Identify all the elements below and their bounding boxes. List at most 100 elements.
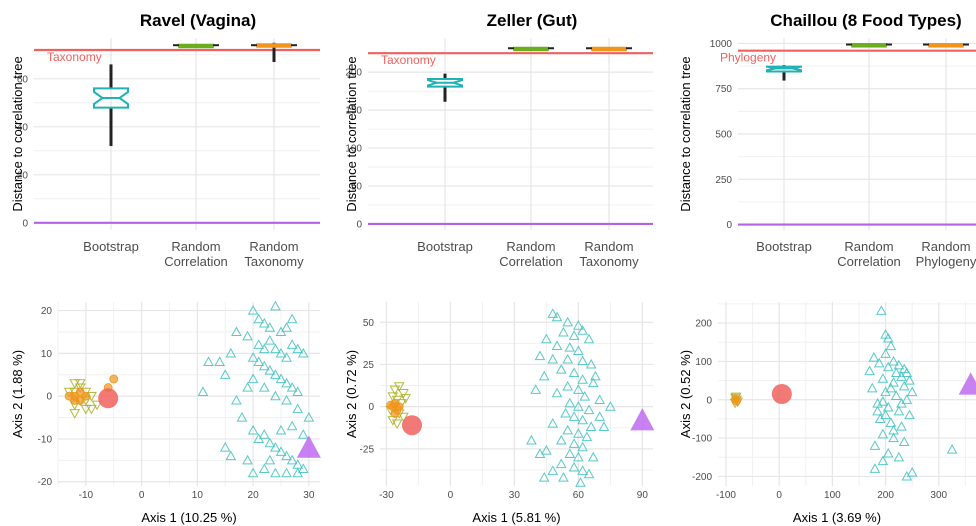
scatter-point-triangle bbox=[896, 371, 907, 381]
scatter-point-triangle bbox=[562, 353, 574, 364]
scatter-point-triangle bbox=[568, 461, 580, 472]
scatter-point-triangle bbox=[579, 391, 591, 401]
box-body bbox=[427, 77, 463, 88]
scatter-point-triangle bbox=[551, 311, 563, 322]
scatter-point-triangle bbox=[231, 394, 242, 405]
scatter-panel-1: -10 0 10 20 30 -20 -10 0 10 20 Axis 1 (10.25 %) Axi… bbox=[10, 300, 321, 525]
scatter-point-circle bbox=[732, 396, 742, 406]
box-body bbox=[851, 43, 887, 48]
scatter-point-triangle bbox=[225, 450, 237, 461]
scatter-point-circle bbox=[394, 402, 404, 412]
x-category-label: Correlation bbox=[499, 254, 563, 269]
scatter-point-triangle bbox=[258, 382, 270, 392]
scatter-point-triangle bbox=[281, 467, 292, 478]
chart-title: Chaillou (8 Food Types) bbox=[770, 11, 961, 30]
scatter-panel-2: -30 0 30 60 90 -25 0 25 50 Axis 1 (5.81 %) Axis 2 … bbox=[344, 302, 655, 525]
scatter-point-triangle bbox=[577, 441, 588, 452]
scatter-point-triangle bbox=[893, 451, 905, 462]
scatter-point-triangle bbox=[258, 360, 270, 371]
scatter-point-triangle bbox=[577, 325, 588, 335]
scatter-point-triangle bbox=[264, 437, 276, 448]
scatter-point-triangle bbox=[885, 340, 897, 351]
scatter-point-triangle bbox=[885, 382, 897, 393]
scatter-point-triangle bbox=[275, 347, 287, 358]
scatter-point-triangle bbox=[560, 407, 571, 418]
scatter-point-triangle bbox=[898, 436, 910, 447]
scatter-point-triangle bbox=[281, 322, 292, 332]
scatter-point-triangle bbox=[880, 348, 891, 358]
y-tick-label: 100 bbox=[345, 144, 362, 155]
scatter-point-down-triangle bbox=[387, 392, 399, 403]
scatter-point-triangle bbox=[538, 472, 550, 482]
scatter-point-triangle bbox=[877, 455, 889, 466]
x-tick-label: 10 bbox=[192, 490, 204, 501]
scatter-point-triangle bbox=[896, 398, 907, 408]
scatter-point-triangle bbox=[577, 355, 588, 366]
scatter-point-down-triangle bbox=[91, 400, 103, 411]
scatter-point-triangle bbox=[555, 363, 567, 374]
scatter-point-triangle bbox=[901, 470, 913, 481]
x-category-label: Random bbox=[844, 239, 893, 254]
scatter-point-triangle bbox=[568, 438, 580, 448]
x-category-label: Bootstrap bbox=[756, 239, 812, 254]
scatter-point-triangle bbox=[264, 334, 276, 345]
scatter-point-triangle bbox=[888, 424, 899, 435]
scatter-point-triangle bbox=[275, 373, 287, 384]
scatter-point-triangle bbox=[573, 345, 584, 356]
y-axis-label: Axis 2 (0.72 %) bbox=[344, 350, 359, 438]
scatter-point-circle bbox=[390, 409, 400, 418]
scatter-point-triangle bbox=[901, 394, 913, 404]
x-category-label: Bootstrap bbox=[417, 239, 473, 254]
y-tick-label: -10 bbox=[38, 434, 53, 445]
scatter-point-triangle bbox=[573, 451, 584, 462]
chart-title: Ravel (Vagina) bbox=[140, 11, 256, 30]
x-tick-label: 30 bbox=[303, 490, 315, 501]
y-tick-label: 20 bbox=[41, 306, 53, 317]
scatter-point-triangle bbox=[877, 428, 889, 439]
x-tick-label: 20 bbox=[248, 490, 260, 501]
scatter-point-triangle bbox=[281, 394, 292, 405]
y-axis-label: Distance to correlation tree bbox=[678, 56, 693, 211]
scatter-point-triangle bbox=[587, 451, 599, 462]
scatter-point-triangle bbox=[270, 343, 281, 354]
scatter-point-triangle bbox=[864, 365, 875, 376]
y-tick-label: 200 bbox=[345, 68, 362, 79]
box-body bbox=[93, 87, 129, 109]
scatter-point-triangle bbox=[877, 373, 889, 383]
scatter-point-triangle bbox=[281, 352, 292, 362]
scatter-point-triangle bbox=[538, 370, 550, 381]
scatter-point-triangle bbox=[882, 401, 894, 412]
scatter-point-triangle bbox=[258, 463, 270, 473]
scatter-point-triangle bbox=[253, 339, 265, 349]
scatter-point-triangle bbox=[573, 401, 584, 411]
scatter-point-triangle bbox=[303, 412, 315, 422]
scatter-point-triangle bbox=[270, 369, 281, 379]
scatter-point-triangle bbox=[585, 358, 597, 369]
scatter-point-triangle bbox=[526, 434, 537, 445]
y-tick-label: -100 bbox=[692, 434, 712, 445]
scatter-point-triangle bbox=[869, 463, 881, 473]
box-body bbox=[178, 43, 214, 49]
scatter-point-triangle bbox=[904, 409, 915, 420]
scatter-point-triangle bbox=[292, 386, 304, 396]
reference-line-label: Taxonomy bbox=[47, 50, 102, 64]
scatter-point-triangle bbox=[297, 463, 309, 473]
y-tick-label: -25 bbox=[360, 444, 375, 455]
scatter-point-triangle bbox=[869, 440, 881, 450]
x-tick-label: 300 bbox=[930, 490, 947, 501]
x-tick-label: 0 bbox=[448, 490, 454, 501]
scatter-point-triangle bbox=[247, 424, 259, 435]
x-category-label: Phylogeny bbox=[916, 254, 976, 269]
scatter-point-triangle bbox=[286, 420, 298, 431]
scatter-point-triangle bbox=[866, 382, 878, 393]
y-tick-label: 100 bbox=[695, 357, 712, 368]
y-axis-label: Distance to correlation tree bbox=[10, 56, 25, 211]
y-tick-label: 200 bbox=[695, 319, 712, 330]
scatter-point-triangle bbox=[882, 447, 894, 458]
scatter-point-triangle bbox=[264, 322, 276, 332]
scatter-point-circle bbox=[81, 391, 91, 401]
scatter-point-triangle bbox=[594, 411, 606, 421]
scatter-point-triangle bbox=[575, 477, 586, 487]
scatter-point-triangle bbox=[590, 370, 601, 381]
